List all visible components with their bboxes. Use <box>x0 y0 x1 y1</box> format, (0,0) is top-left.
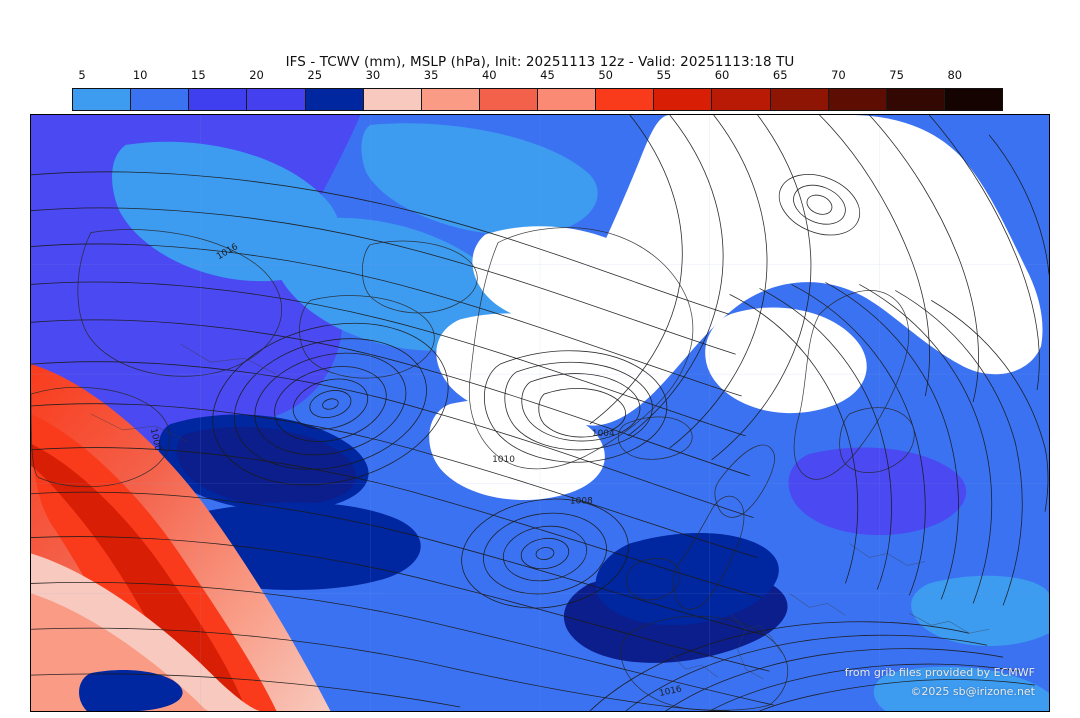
tcwv-dry-zone-north <box>811 166 992 287</box>
colorbar-segment-55-60 <box>654 89 713 110</box>
mslp-label-1004: 1004 <box>592 429 615 439</box>
colorbar-tick-80: 80 <box>947 68 963 82</box>
colorbar-tick-60: 60 <box>714 68 730 82</box>
tcwv-band-25-30-dark <box>176 426 357 507</box>
colorbar-segment-40-45 <box>479 89 538 110</box>
colorbar-segments <box>72 88 1003 111</box>
copyright-credit: ©2025 sb@irizone.net <box>910 685 1035 698</box>
tcwv-dry-zone-iceland <box>472 226 652 327</box>
tcwv-dry-zone-scotland <box>705 307 867 414</box>
mslp-low-center-atlantic <box>212 322 449 486</box>
colorbar-segment-80-85 <box>944 89 1002 110</box>
tcwv-dry-zone-south <box>429 399 605 501</box>
colorbar-tick-30: 30 <box>365 68 381 82</box>
colorbar-segment-45-50 <box>538 89 597 110</box>
colorbar-tick-15: 15 <box>191 68 206 82</box>
tcwv-band-15-20-baltic <box>788 447 967 536</box>
map-canvas[interactable]: 1016 1000 1004 1010 1008 1016 from grib … <box>30 114 1050 712</box>
mslp-contours-greenland-interior <box>483 350 668 463</box>
colorbar <box>72 88 1003 111</box>
mslp-contours-scandinavia <box>729 282 1049 606</box>
country-borders <box>90 343 990 680</box>
colorbar-segment-50-55 <box>596 89 655 110</box>
colorbar-segment-30-35 <box>363 89 422 110</box>
colorbar-tick-40: 40 <box>481 68 497 82</box>
graticule <box>31 115 1049 711</box>
mslp-label-1016b: 1016 <box>658 684 683 699</box>
colorbar-tick-25: 25 <box>307 68 323 82</box>
colorbar-tick-labels: 5 10 15 20 25 30 35 40 45 50 55 60 65 70 75 80 <box>72 68 1003 84</box>
mslp-low-center-secondary <box>461 498 629 609</box>
colorbar-tick-75: 75 <box>889 68 904 82</box>
colorbar-segment-75-80 <box>886 89 945 110</box>
colorbar-segment-5-10 <box>73 89 132 110</box>
colorbar-segment-60-65 <box>712 89 771 110</box>
tcwv-plume-dark-patch <box>79 669 183 711</box>
mslp-contours <box>31 171 774 711</box>
colorbar-tick-65: 65 <box>772 68 788 82</box>
tcwv-band-5-10-se <box>873 666 1049 711</box>
colorbar-tick-5: 5 <box>78 68 86 82</box>
tcwv-plume-core-55 <box>31 443 247 711</box>
data-source-credit: from grib files provided by ECMWF <box>844 666 1035 679</box>
tcwv-dry-zone-se-greenland <box>436 313 618 419</box>
colorbar-tick-70: 70 <box>831 68 846 82</box>
colorbar-tick-10: 10 <box>132 68 148 82</box>
mslp-label-1008: 1008 <box>570 497 593 507</box>
mslp-label-1010: 1010 <box>492 455 515 465</box>
colorbar-segment-35-40 <box>421 89 480 110</box>
colorbar-tick-55: 55 <box>656 68 672 82</box>
colorbar-tick-35: 35 <box>423 68 439 82</box>
colorbar-segment-15-20 <box>189 89 248 110</box>
coastlines <box>31 227 915 711</box>
colorbar-tick-50: 50 <box>598 68 614 82</box>
colorbar-segment-70-75 <box>828 89 887 110</box>
colorbar-tick-20: 20 <box>249 68 264 82</box>
tcwv-band-5-10c <box>361 123 598 236</box>
mslp-label-1000: 1000 <box>148 427 163 452</box>
map-svg: 1016 1000 1004 1010 1008 1016 <box>31 115 1049 711</box>
colorbar-segment-10-15 <box>131 89 190 110</box>
colorbar-tick-45: 45 <box>540 68 555 82</box>
page-title: IFS - TCWV (mm), MSLP (hPa), Init: 20251… <box>285 54 795 70</box>
colorbar-segment-20-25 <box>247 89 306 110</box>
colorbar-segment-65-70 <box>770 89 829 110</box>
mslp-contours-north <box>589 115 1049 461</box>
colorbar-segment-25-30 <box>305 89 364 110</box>
